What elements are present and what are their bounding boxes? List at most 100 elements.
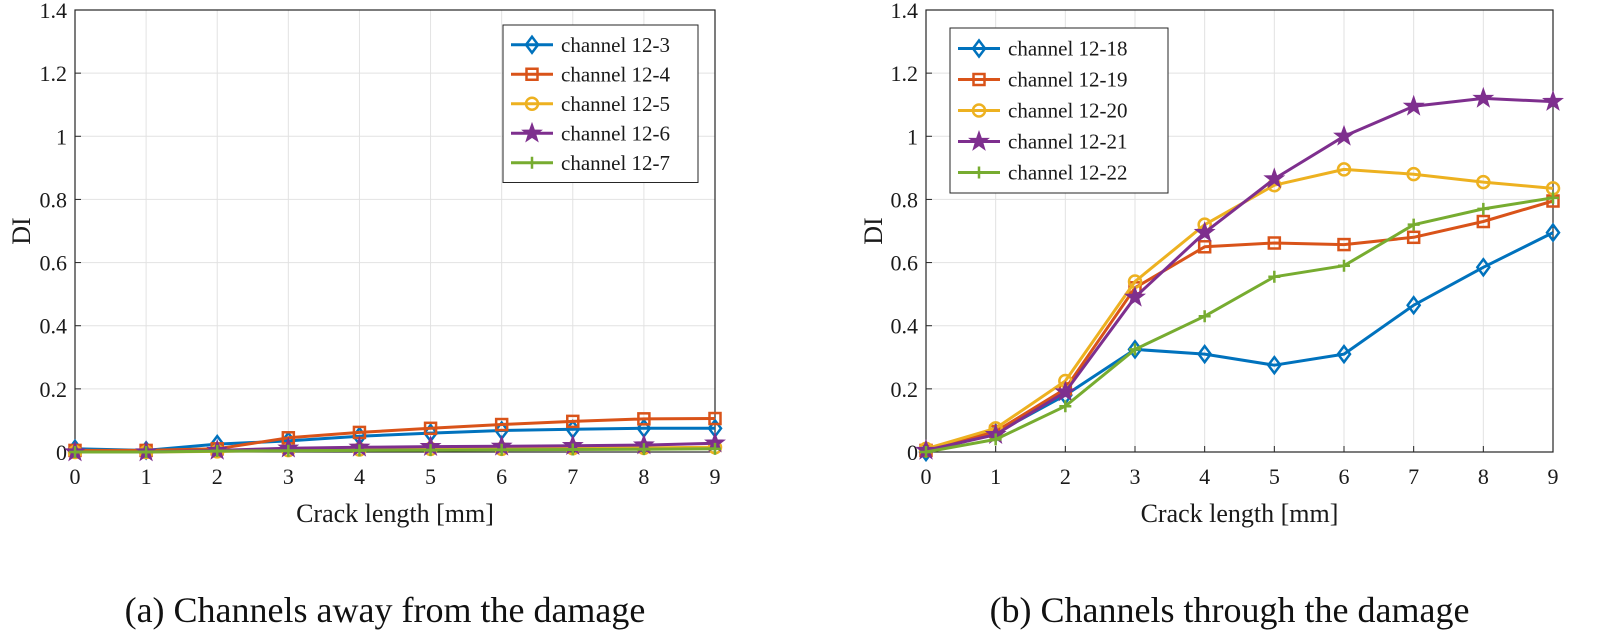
chart-a-ytick-label-6: 1.2 xyxy=(40,61,68,86)
chart-b-series-1-line xyxy=(925,199,1554,452)
chart-b-series-4-point-1 xyxy=(989,433,1002,446)
chart-b: 0 1 2 3 4 5 6 7 8 9 0 0.2 0.4 0.6 0.8 1 1.2 1.4 Crack leng… xyxy=(859,0,1564,630)
chart-a-legend-marker-4 xyxy=(526,156,538,169)
chart-a-series-4-point-9 xyxy=(709,442,721,455)
chart-b-series-0 xyxy=(918,222,1561,463)
chart-a-xtick-label-5: 5 xyxy=(425,464,436,489)
chart-b-legend-label-4: channel 12-22 xyxy=(1008,161,1128,185)
chart-a-legend-marker-3 xyxy=(521,121,543,143)
chart-b-legend-marker-2 xyxy=(971,103,987,118)
chart-b-series-3-point-6 xyxy=(1333,124,1355,146)
chart-b-legend-label-2: channel 12-20 xyxy=(1008,99,1128,123)
chart-b-series-3-point-3 xyxy=(1124,285,1146,307)
chart-a-series-4-point-5 xyxy=(424,444,437,457)
chart-b-series-1-point-5 xyxy=(1267,236,1282,250)
chart-b-series-4-point-2 xyxy=(1059,400,1072,413)
chart-b-ytick-label-1: 0.2 xyxy=(891,377,919,402)
chart-b-series-0-point-8 xyxy=(1475,257,1491,278)
chart-b-xlabel: Crack length [mm] xyxy=(1141,499,1339,528)
chart-a-series-4-point-2 xyxy=(211,445,224,458)
chart-a-legend-marker-1 xyxy=(525,67,539,81)
chart-a-xlabel: Crack length [mm] xyxy=(296,499,494,528)
chart-b-ylabel: DI xyxy=(859,217,888,244)
chart-b-legend-marker-4 xyxy=(973,166,985,179)
chart-b-ytick-label-3: 0.6 xyxy=(891,251,919,276)
chart-b-xtick-label-7: 7 xyxy=(1408,464,1419,489)
chart-a-ytick-label-5: 1 xyxy=(56,124,67,149)
chart-b-legend-item-4: channel 12-22 xyxy=(958,161,1128,185)
chart-b-series-3-point-5 xyxy=(1263,167,1286,189)
chart-b-ytick-label-5: 1 xyxy=(907,124,918,149)
chart-b-series-4-point-8 xyxy=(1477,202,1490,215)
chart-a-xtick-label-2: 2 xyxy=(212,464,223,489)
chart-b-series-4 xyxy=(920,191,1559,458)
chart-b-ytick-label-7: 1.4 xyxy=(891,0,919,23)
chart-b-legend-label-3: channel 12-21 xyxy=(1008,130,1128,154)
chart-b-series-0-point-9 xyxy=(1545,222,1561,243)
chart-a-series-4-point-0 xyxy=(69,446,81,458)
chart-a-series-4-point-8 xyxy=(637,443,650,456)
chart-a-legend-label-4: channel 12-7 xyxy=(561,151,670,175)
chart-a-ytick-label-1: 0.2 xyxy=(40,377,68,402)
chart-b-ytick-label-0: 0 xyxy=(907,440,918,465)
chart-b-ytick-label-6: 1.2 xyxy=(891,61,919,86)
chart-b-series-3-point-2 xyxy=(1054,380,1077,402)
chart-a-series-4-line xyxy=(75,447,716,454)
chart-b-series-2-line xyxy=(925,167,1554,451)
chart-b-xtick-label-3: 3 xyxy=(1130,464,1141,489)
chart-a-series-1-point-9 xyxy=(708,411,722,426)
chart-b-series-4-point-4 xyxy=(1198,310,1211,323)
chart-b-xtick-label-9: 9 xyxy=(1548,464,1559,489)
chart-a-series-4-point-1 xyxy=(140,446,153,458)
chart-a-axes-box xyxy=(74,9,716,453)
chart-b-legend-marker-3 xyxy=(968,129,990,151)
chart-b-axes-box xyxy=(925,9,1554,453)
chart-a-legend-marker-0 xyxy=(524,34,540,55)
chart-a-xtick-label-4: 4 xyxy=(354,464,365,489)
chart-a-series-4-point-6 xyxy=(495,443,508,456)
chart-a-xtick-label-9: 9 xyxy=(710,464,721,489)
chart-b-caption: (b) Channels through the damage xyxy=(990,590,1470,630)
chart-a-series-4-point-7 xyxy=(566,443,579,456)
chart-a-legend-marker-2 xyxy=(524,96,540,111)
chart-b-series-0-point-6 xyxy=(1336,344,1352,365)
chart-a-legend-item-3: channel 12-6 xyxy=(511,121,670,145)
chart-b-series-4-point-6 xyxy=(1338,259,1350,272)
chart-a: 0 1 2 3 4 5 6 7 8 9 0 0.2 0.4 0.6 0.8 1 1.2 1.4 Crack leng… xyxy=(7,0,726,630)
chart-a-legend-label-2: channel 12-5 xyxy=(561,92,670,116)
chart-b-legend-label-0: channel 12-18 xyxy=(1008,37,1128,61)
chart-b-legend: channel 12-18 channel 12-19 channel 12-20 c… xyxy=(949,27,1169,194)
chart-b-series-4-point-0 xyxy=(920,446,932,458)
chart-a-series-0-line xyxy=(74,426,715,452)
chart-a-ytick-label-3: 0.6 xyxy=(40,251,68,276)
chart-b-series-3-point-9 xyxy=(1542,90,1564,111)
chart-b-series-2-point-7 xyxy=(1406,166,1421,182)
chart-b-xtick-label-0: 0 xyxy=(921,464,932,489)
chart-b-series-4-point-5 xyxy=(1268,270,1281,283)
chart-a-xtick-label-1: 1 xyxy=(141,464,152,489)
chart-a-legend: channel 12-3 channel 12-4 channel 12-5 chan… xyxy=(502,24,699,183)
chart-b-xtick-label-5: 5 xyxy=(1269,464,1280,489)
chart-a-series-1-point-7 xyxy=(566,414,580,429)
chart-a-legend-label-0: channel 12-3 xyxy=(561,33,670,57)
chart-a-series-4-point-4 xyxy=(353,444,366,457)
chart-b-legend-item-2: channel 12-20 xyxy=(958,99,1128,123)
chart-b-legend-marker-1 xyxy=(972,72,986,87)
chart-a-legend-item-0: channel 12-3 xyxy=(511,33,670,57)
chart-b-legend-item-1: channel 12-19 xyxy=(958,68,1128,92)
chart-b-ytick-label-4: 0.8 xyxy=(891,187,919,212)
chart-a-series-4 xyxy=(69,442,721,458)
chart-b-series-2-point-6 xyxy=(1336,162,1352,177)
chart-a-legend-label-1: channel 12-4 xyxy=(561,62,671,86)
chart-b-series-1-point-4 xyxy=(1197,240,1212,254)
chart-b-series-0-point-5 xyxy=(1266,355,1282,376)
chart-b-series-3-point-8 xyxy=(1472,86,1495,108)
chart-a-series-1-point-5 xyxy=(423,421,438,436)
chart-b-legend-item-0: channel 12-18 xyxy=(958,37,1128,61)
chart-a-legend-item-2: channel 12-5 xyxy=(511,92,670,116)
chart-b-xtick-label-8: 8 xyxy=(1478,464,1489,489)
chart-b-series-3-point-7 xyxy=(1402,94,1425,116)
chart-a-legend-label-3: channel 12-6 xyxy=(561,121,670,145)
chart-b-series-4-point-7 xyxy=(1407,218,1420,231)
chart-a-xtick-label-3: 3 xyxy=(283,464,294,489)
